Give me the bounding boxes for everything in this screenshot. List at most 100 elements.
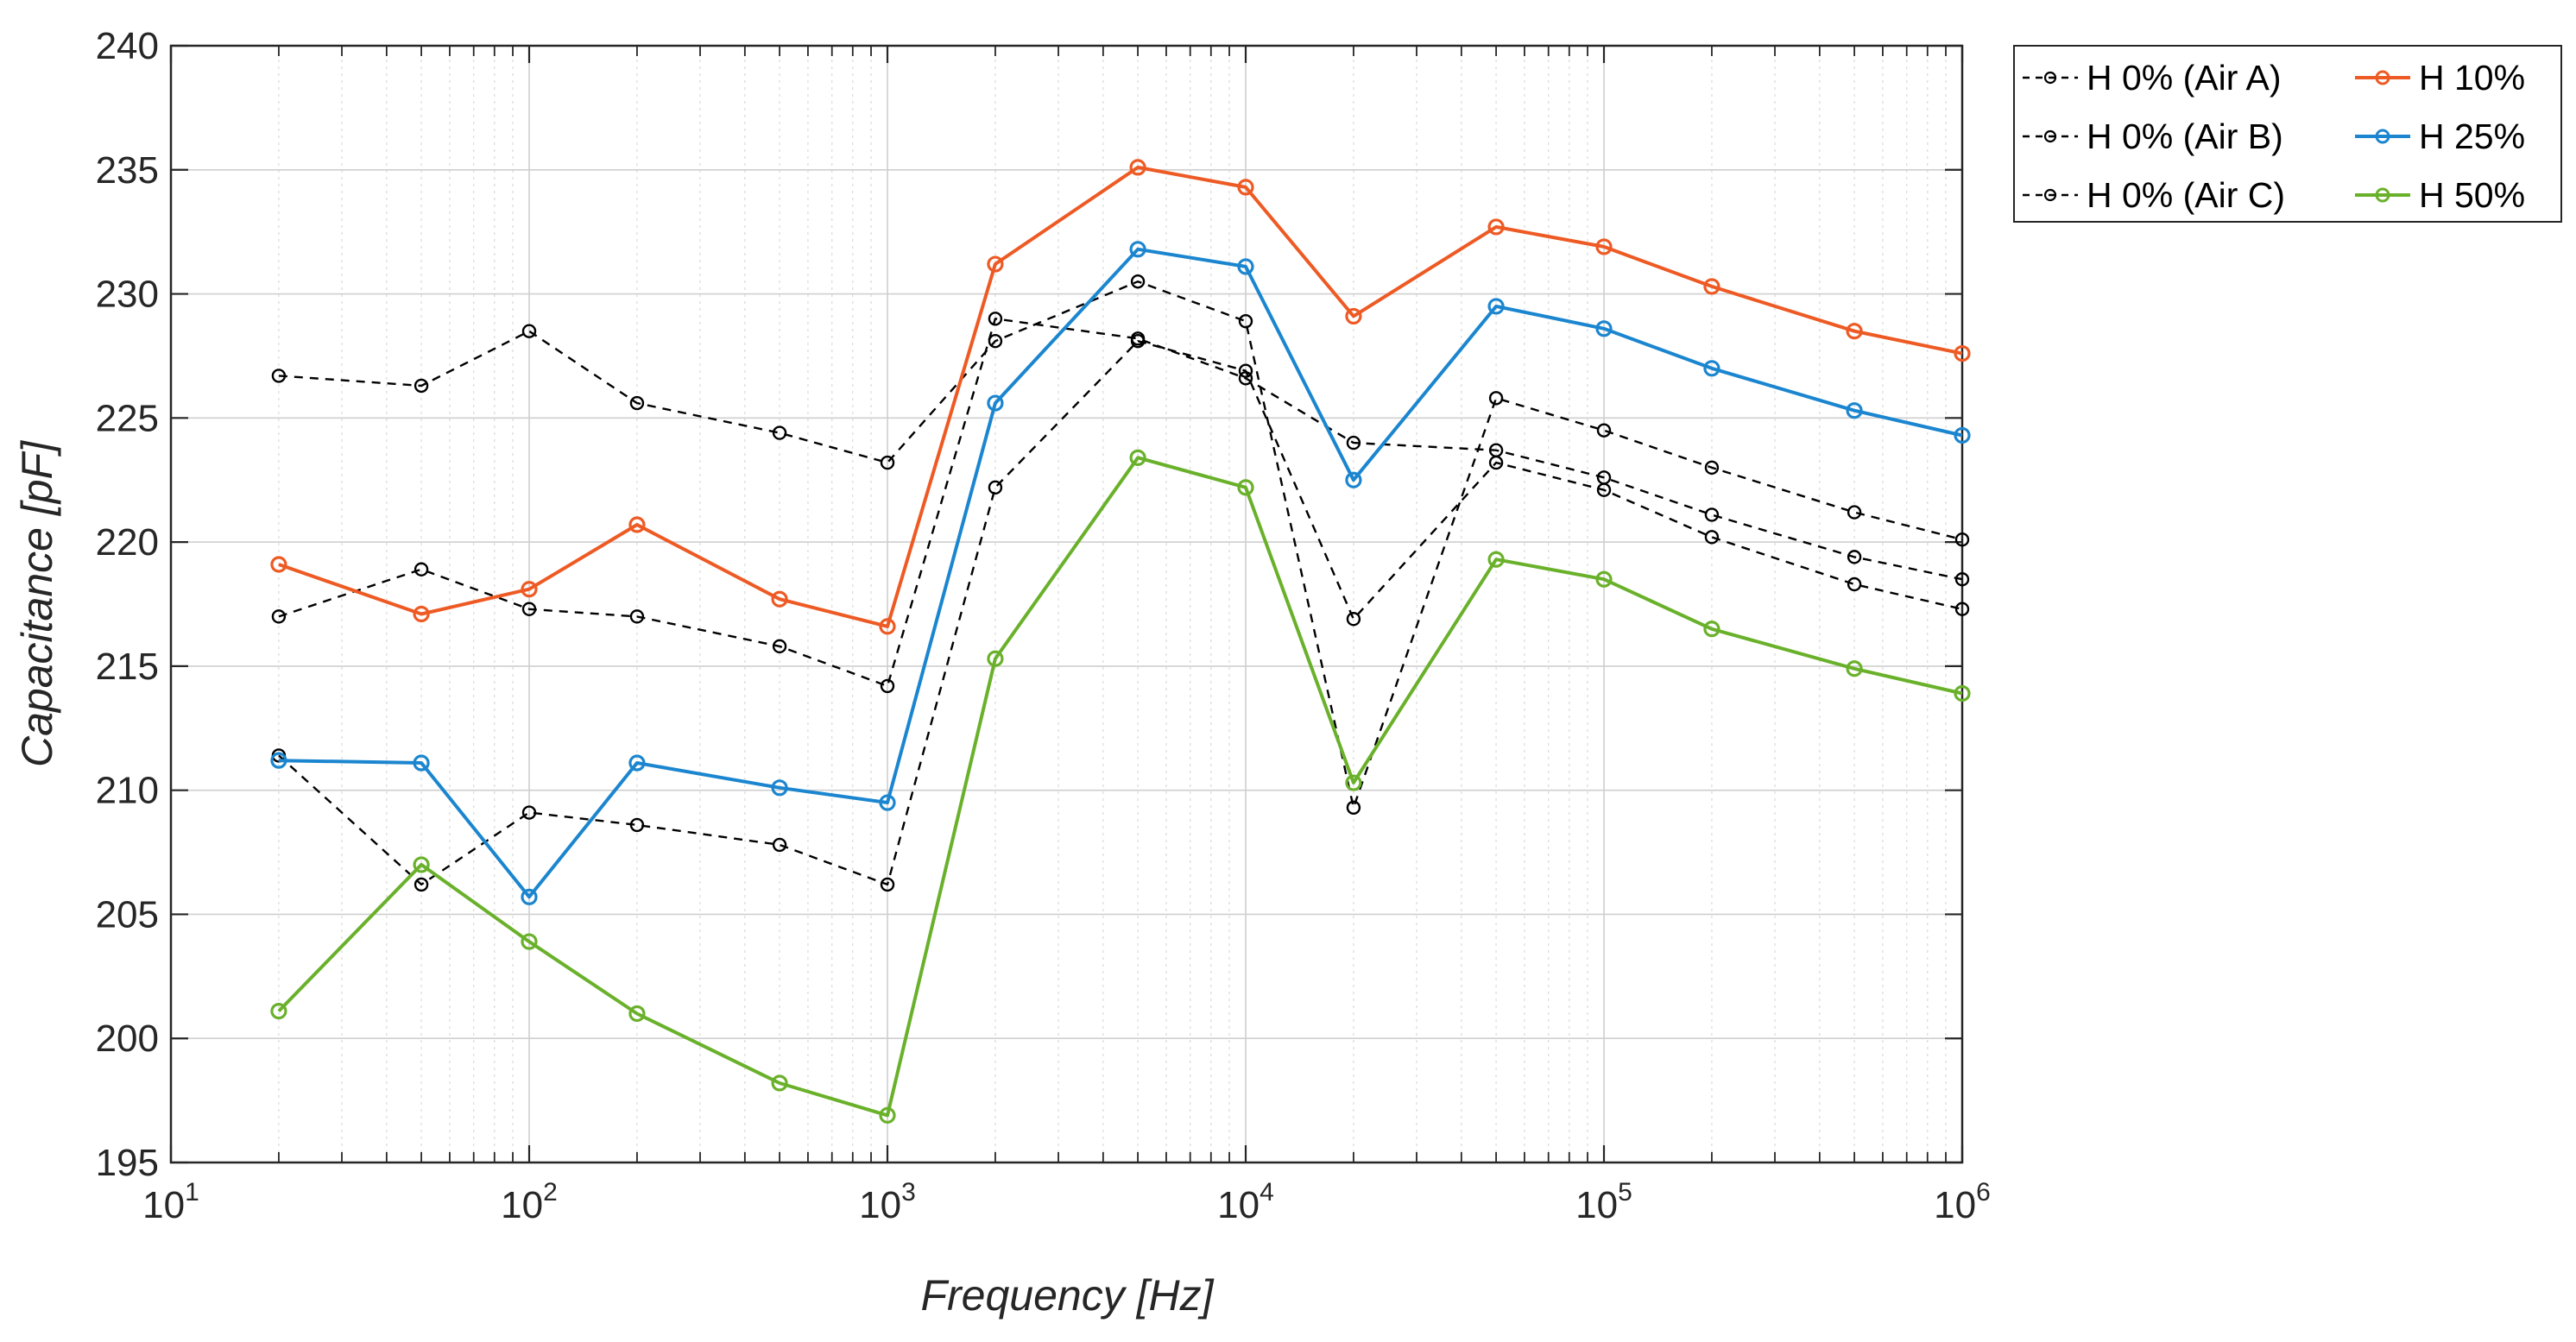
data-point — [1954, 426, 1971, 444]
data-point — [1595, 570, 1613, 588]
data-point — [987, 650, 1004, 667]
data-point — [1596, 482, 1612, 497]
x-tick-label: 102 — [501, 1178, 558, 1226]
data-point — [521, 324, 537, 338]
data-point — [521, 602, 537, 616]
legend-label: H 10% — [2419, 58, 2525, 98]
data-point — [1345, 471, 1362, 488]
data-point — [1847, 576, 1862, 592]
data-point — [413, 754, 430, 772]
data-point — [628, 1005, 646, 1023]
data-point — [1130, 274, 1146, 289]
series-line — [277, 456, 1963, 1118]
x-tick-label: 104 — [1217, 1178, 1274, 1226]
data-point — [771, 779, 788, 797]
x-tick-labels: 101 102 103 104 105 106 — [142, 1178, 1991, 1226]
series-line — [278, 340, 1963, 886]
data-point — [1487, 298, 1505, 315]
data-point — [270, 752, 287, 769]
legend-label: H 50% — [2419, 175, 2525, 215]
data-point — [880, 678, 895, 694]
legend-swatch-marker — [2043, 188, 2057, 202]
data-point — [1847, 505, 1862, 520]
series-layer — [270, 159, 1971, 1124]
legend-swatch-marker — [2375, 70, 2390, 85]
y-tick-label: 200 — [96, 1018, 159, 1060]
data-point — [1238, 363, 1253, 378]
data-point — [1345, 307, 1362, 325]
legend-label: H 25% — [2419, 117, 2525, 156]
y-tick-label: 225 — [96, 397, 159, 439]
series-line — [278, 318, 1963, 688]
x-tick-label: 101 — [142, 1178, 199, 1226]
data-point — [521, 888, 538, 905]
data-point — [988, 333, 1003, 349]
data-point — [1487, 218, 1505, 236]
data-point — [1345, 774, 1362, 791]
data-point — [1703, 621, 1720, 638]
data-point — [413, 856, 430, 873]
data-point — [1129, 449, 1146, 466]
data-point — [270, 1002, 287, 1020]
major-grid — [170, 45, 1963, 1163]
series-5 — [270, 241, 1971, 905]
legend-swatch-marker — [2043, 71, 2057, 85]
legend-label: H 0% (Air C) — [2087, 175, 2285, 215]
y-tick-label: 210 — [96, 770, 159, 812]
data-point — [270, 556, 287, 573]
data-point — [1954, 532, 1970, 547]
legend-swatch-marker — [2375, 129, 2390, 144]
data-point — [1346, 800, 1361, 815]
series-6 — [270, 449, 1971, 1124]
data-point — [1488, 455, 1504, 470]
data-point — [1703, 278, 1720, 295]
data-point — [1846, 323, 1863, 340]
data-point — [1237, 179, 1254, 196]
y-tick-label: 235 — [96, 149, 159, 192]
y-axis-title: Capacitance [pF] — [13, 440, 61, 767]
series-line — [278, 165, 1963, 628]
x-axis-title: Frequency [Hz] — [920, 1271, 1214, 1320]
data-point — [880, 455, 895, 470]
legend-swatch-marker — [2375, 187, 2390, 203]
y-tick-label: 215 — [96, 646, 159, 688]
data-point — [1595, 238, 1613, 255]
data-point — [1129, 241, 1146, 258]
data-point — [988, 480, 1003, 495]
data-point — [879, 1106, 896, 1124]
data-point — [414, 562, 429, 576]
series-4 — [270, 159, 1971, 635]
data-point — [1954, 572, 1970, 587]
legend-box — [2013, 45, 2562, 223]
data-point — [1595, 320, 1613, 337]
data-point — [629, 609, 645, 624]
data-point — [1954, 602, 1970, 616]
y-tick-label: 240 — [96, 25, 159, 67]
legend-swatch-marker — [2043, 129, 2057, 143]
data-point — [1238, 313, 1253, 329]
data-point — [1129, 159, 1146, 176]
y-tick-label: 195 — [96, 1142, 159, 1184]
data-point — [414, 378, 429, 394]
y-tick-label: 230 — [96, 274, 159, 316]
data-point — [1846, 402, 1863, 419]
data-point — [1847, 550, 1862, 564]
data-point — [521, 805, 537, 820]
x-tick-label: 105 — [1575, 1178, 1632, 1226]
data-point — [772, 425, 787, 440]
data-point — [771, 1074, 788, 1092]
plot-area-border — [169, 44, 1964, 1164]
data-point — [271, 609, 287, 624]
data-point — [1704, 530, 1720, 545]
data-point — [1704, 460, 1720, 476]
data-point — [629, 395, 645, 411]
data-point — [1954, 344, 1971, 362]
data-point — [772, 837, 787, 853]
data-point — [1346, 435, 1361, 450]
legend-label: H 0% (Air A) — [2087, 58, 2282, 98]
data-point — [628, 754, 646, 772]
data-point — [521, 581, 538, 598]
data-point — [628, 516, 646, 533]
y-tick-label: 205 — [96, 893, 159, 936]
